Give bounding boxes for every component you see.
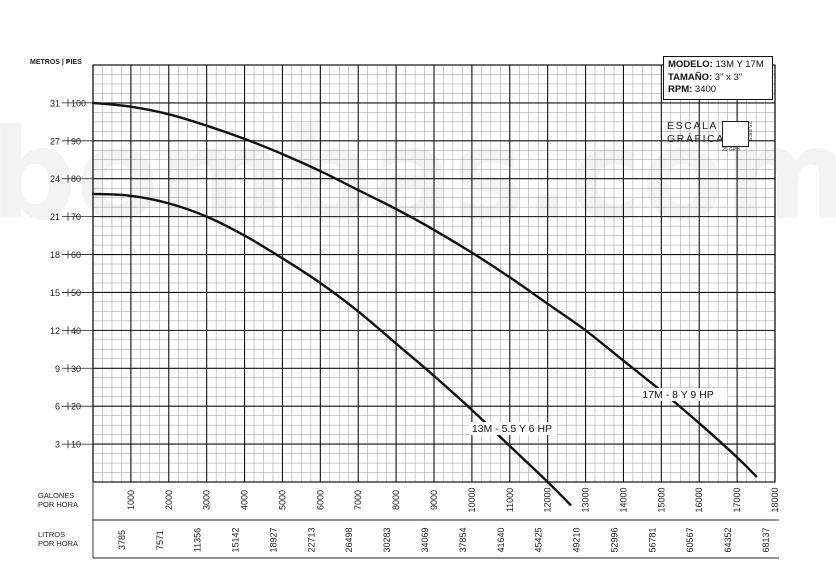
gph-tick-label: 3000: [202, 490, 212, 510]
y-tick-label-feet: 100: [71, 98, 86, 108]
lph-tick-label: 3785: [117, 530, 127, 550]
series-label-1: 13M - 5.5 Y 6 HP: [472, 423, 552, 435]
y-tick-label-feet: 40: [71, 326, 81, 336]
gph-tick-label: 11000: [505, 488, 515, 512]
lph-tick-label: 45425: [534, 527, 544, 552]
lph-tick-label: 22713: [306, 527, 316, 552]
gph-label-line1: GALONES: [38, 491, 74, 500]
y-tick-label-feet: 80: [71, 174, 81, 184]
modelo-value: 13M Y 17M: [715, 59, 764, 70]
series-label-0: 17M - 8 Y 9 HP: [642, 389, 713, 401]
y-tick-label-meters: 6: [55, 402, 60, 412]
y-tick-label-feet: 90: [71, 136, 81, 146]
gph-label: GALONES POR HORA: [38, 491, 78, 509]
lph-tick-label: 68137: [761, 527, 771, 552]
gph-tick-label: 18000: [770, 487, 780, 512]
scale-gph-label: 25 GPH: [722, 147, 740, 153]
y-tick-label-feet: 10: [71, 440, 81, 450]
rpm-value: 3400: [694, 84, 717, 95]
axes: [62, 60, 779, 559]
rpm-label: RPM:: [668, 84, 693, 95]
gph-tick-label: 8000: [391, 490, 401, 510]
y-tick-label-feet: 60: [71, 250, 81, 260]
scale-square: [722, 121, 749, 147]
lph-label-line2: POR HORA: [38, 539, 78, 548]
series-label-bg: [468, 422, 557, 435]
y-tick-label-feet: 20: [71, 402, 81, 412]
lph-tick-label: 52996: [609, 527, 619, 552]
gph-tick-label: 13000: [581, 487, 591, 512]
y-tick-label-meters: 31: [50, 98, 60, 108]
watermark: bombas.com: [0, 103, 836, 248]
series-label-bg: [639, 388, 728, 401]
graphic-scale: ESCALA GRÁFICA 25 GPH 2.5 PIES: [662, 118, 762, 160]
gph-tick-label: 15000: [656, 487, 666, 512]
gph-tick-label: 1000: [126, 490, 136, 510]
y-tick-label-meters: 24: [50, 174, 60, 184]
gph-tick-label: 2000: [164, 490, 174, 510]
y-axis-label: METROS | PIES: [30, 59, 82, 66]
y-tick-label-feet: 30: [71, 364, 81, 374]
y-tick-label-meters: 15: [50, 288, 60, 298]
scale-word-escala: ESCALA: [667, 120, 719, 132]
gph-tick-label: 7000: [353, 490, 363, 510]
lph-label-line1: LITROS: [38, 530, 65, 539]
major-grid: [92, 64, 776, 483]
gph-label-line2: POR HORA: [38, 500, 78, 509]
lph-tick-label: 7571: [155, 530, 165, 550]
lph-tick-label: 56781: [647, 527, 657, 552]
modelo-label: MODELO:: [668, 59, 713, 70]
lph-label: LITROS POR HORA: [38, 530, 78, 548]
lph-tick-label: 11356: [193, 528, 203, 552]
scale-pies-label: 2.5 PIES: [746, 121, 752, 141]
gph-tick-label: 6000: [315, 490, 325, 510]
lph-tick-label: 64352: [723, 527, 733, 552]
gph-tick-label: 9000: [429, 490, 439, 510]
gph-tick-label: 14000: [618, 487, 628, 512]
lph-tick-label: 30283: [382, 527, 392, 552]
scale-word-grafica: GRÁFICA: [667, 133, 725, 145]
gph-tick-label: 17000: [732, 487, 742, 512]
gph-tick-label: 4000: [240, 490, 250, 510]
lph-tick-label: 37854: [458, 527, 468, 552]
tamano-value: 3" x 3": [714, 71, 743, 83]
tamano-label: TAMAÑO:: [668, 71, 713, 83]
lph-tick-label: 41640: [496, 527, 506, 552]
y-tick-label-feet: 70: [71, 212, 81, 222]
gph-tick-label: 12000: [543, 487, 553, 512]
lph-tick-label: 18927: [268, 527, 278, 552]
lph-tick-label: 60567: [685, 527, 695, 552]
gph-tick-label: 10000: [467, 487, 477, 512]
y-tick-label-feet: 50: [71, 288, 81, 298]
lph-tick-label: 26498: [344, 527, 354, 552]
plot-frame: [92, 64, 776, 483]
gph-tick-label: 16000: [694, 487, 704, 512]
y-tick-label-meters: 18: [50, 250, 60, 260]
y-tick-label-meters: 27: [50, 136, 60, 146]
lph-tick-label: 49210: [572, 527, 582, 552]
gph-tick-label: 5000: [277, 490, 287, 510]
y-tick-label-meters: 12: [50, 326, 60, 336]
y-tick-label-meters: 9: [55, 364, 60, 374]
model-info-box: MODELO: 13M Y 17M TAMAÑO: 3" x 3" RPM: 3…: [663, 56, 773, 100]
series-line-1: [91, 192, 572, 506]
labels-layer: METROS | PIES 100 31 90 27 80 24 70 21 60 18 50 15 40…: [30, 59, 780, 553]
lph-tick-label: 15142: [231, 527, 241, 552]
lph-tick-label: 34069: [420, 527, 430, 552]
y-tick-label-meters: 21: [50, 212, 60, 222]
y-tick-label-meters: 3: [55, 440, 60, 450]
